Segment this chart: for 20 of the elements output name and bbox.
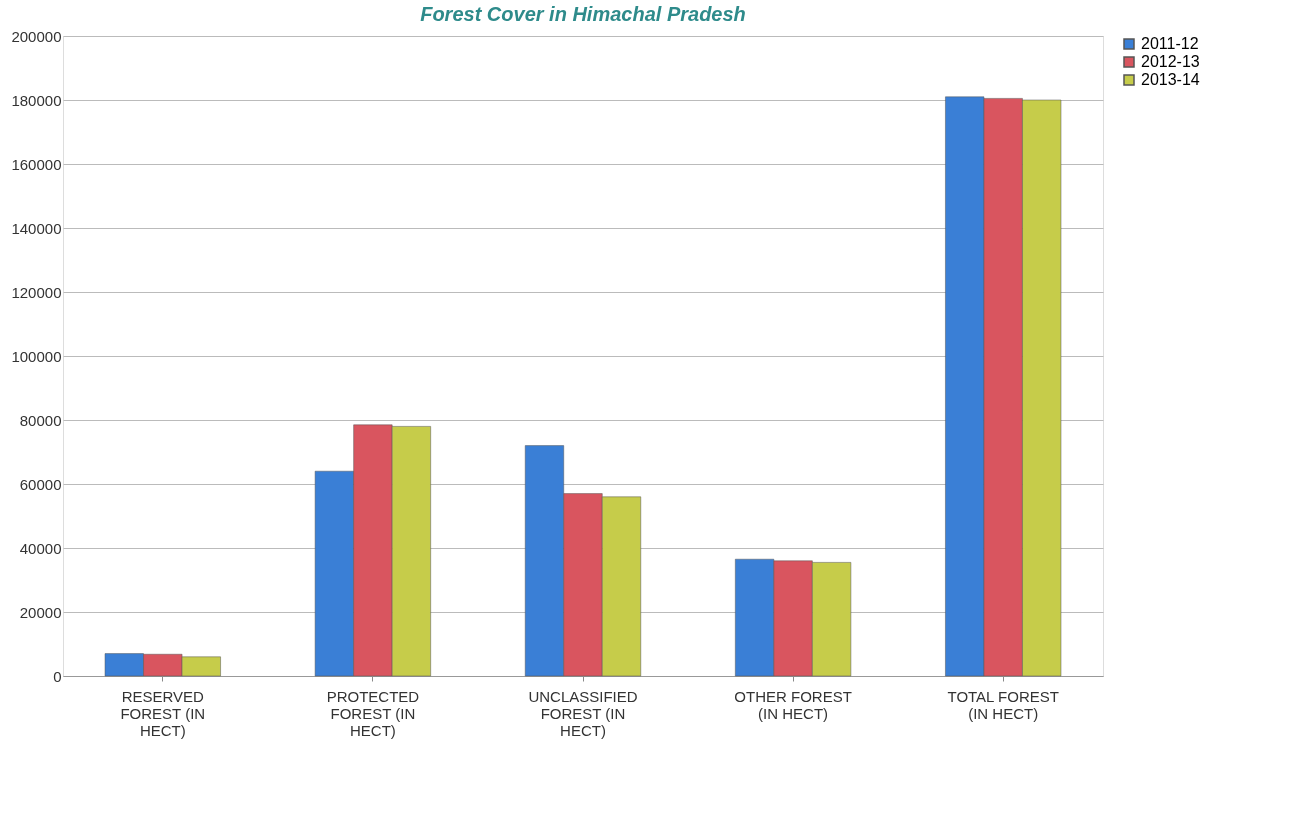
x-tick-label: TOTAL FOREST (IN HECT) [947,687,1059,722]
legend-label: 2011-12 [1141,35,1199,52]
chart-title: Forest Cover in Himachal Pradesh [420,3,746,25]
y-tick-label: 160000 [11,155,62,173]
x-tick-label: OTHER FOREST (IN HECT) [734,687,852,722]
y-tick-label: 60000 [19,475,62,493]
y-tick-label: 0 [53,667,62,685]
x-tick-label: PROTECTED FOREST (IN HECT) [326,687,420,739]
x-tick-label: UNCLASSIFIED FOREST (IN HECT) [528,687,638,739]
x-tick-label: RESERVED FOREST (IN HECT) [120,687,206,739]
legend-label: 2013-14 [1141,71,1200,88]
y-tick-label: 20000 [19,603,62,621]
y-tick-label: 120000 [11,283,62,301]
y-tick-label: 100000 [11,347,62,365]
y-tick-label: 80000 [19,411,62,429]
y-tick-label: 200000 [11,27,62,45]
legend-label: 2012-13 [1141,53,1200,70]
y-tick-label: 140000 [11,219,62,237]
y-tick-label: 180000 [11,91,62,109]
y-tick-label: 40000 [19,539,62,557]
